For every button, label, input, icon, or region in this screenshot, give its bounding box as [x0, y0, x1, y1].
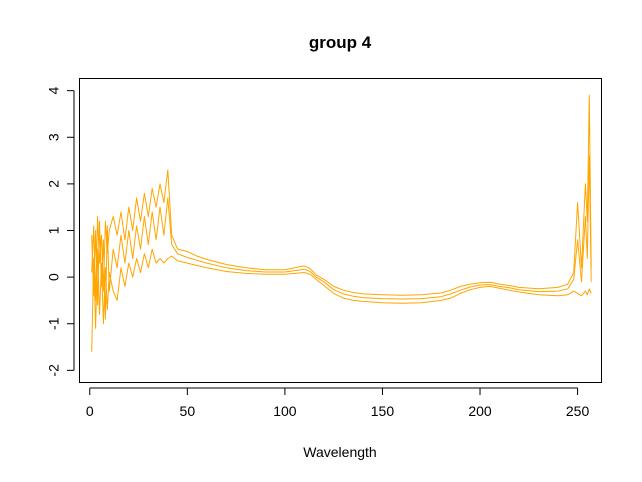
series-line-1: [91, 94, 592, 301]
x-tick-label: 100: [273, 403, 297, 419]
y-tick-label: 2: [46, 180, 62, 188]
series-line-3: [91, 155, 592, 320]
y-tick-label: -2: [46, 364, 62, 377]
y-tick-label: 0: [46, 273, 62, 281]
y-axis: -2 -1 0 1 2 3 4: [46, 87, 75, 377]
y-tick-label: 3: [46, 133, 62, 141]
x-tick-label: 250: [566, 403, 590, 419]
x-axis-label: Wavelength: [303, 444, 376, 460]
y-tick-label: -1: [46, 317, 62, 330]
x-axis: 0 50 100 150 200 250: [86, 387, 590, 419]
x-tick-label: 200: [468, 403, 492, 419]
x-tick-label: 150: [371, 403, 395, 419]
x-tick-label: 0: [86, 403, 94, 419]
chart-title: group 4: [309, 33, 372, 52]
series-group: [91, 94, 592, 352]
y-tick-label: 1: [46, 226, 62, 234]
series-line-2: [91, 248, 592, 352]
x-tick-label: 50: [180, 403, 196, 419]
plot-frame: [79, 78, 602, 383]
y-tick-label: 4: [46, 87, 62, 95]
